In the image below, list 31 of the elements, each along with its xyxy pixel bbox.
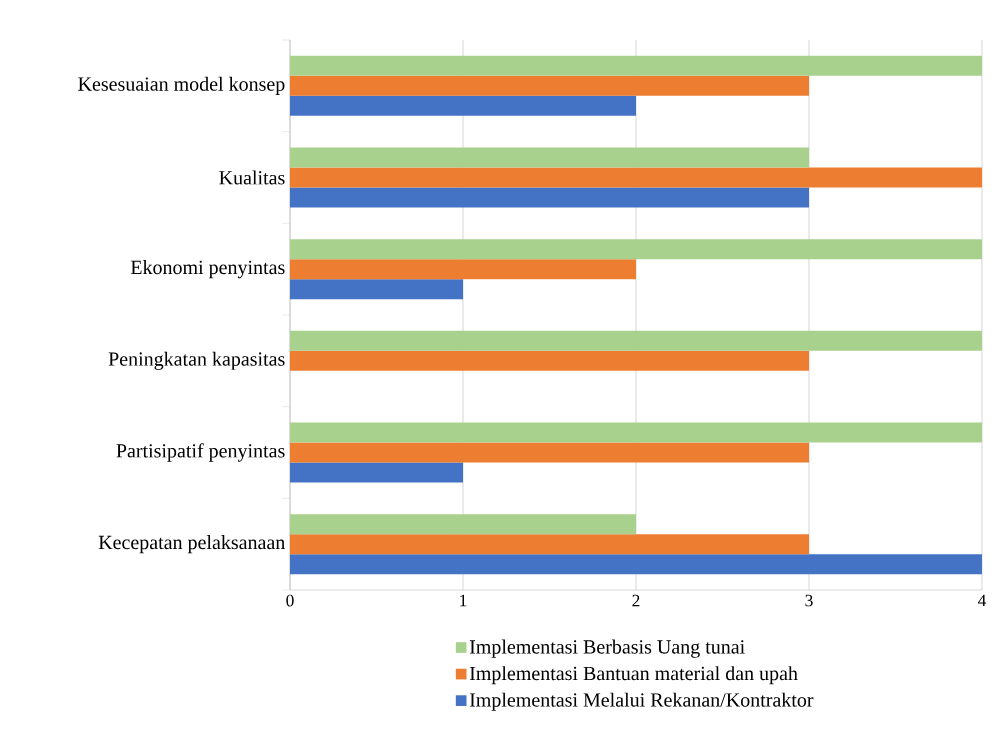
x-tick-label: 3 (805, 594, 813, 607)
bar (290, 75, 809, 96)
bar (290, 187, 809, 208)
legend-label: Implementasi Berbasis Uang tunai (469, 639, 745, 658)
y-tick-label: Kecepatan pelaksanaan (98, 535, 285, 554)
bar (290, 534, 809, 555)
x-tick-label: 1 (460, 594, 467, 607)
bar (290, 350, 809, 371)
legend-label: Implementasi Bantuan material dan upah (469, 666, 798, 685)
bar (290, 462, 463, 483)
bar (290, 259, 636, 280)
bar (290, 147, 809, 168)
bar (290, 554, 982, 575)
y-tick-label: Kesesuaian model konsep (78, 76, 285, 95)
y-tick-label: Peningkatan kapasitas (108, 351, 285, 370)
bar (290, 55, 982, 76)
x-tick-label: 0 (286, 594, 294, 607)
bar (290, 330, 982, 351)
bar (290, 279, 463, 300)
bar (290, 167, 982, 188)
bar (290, 239, 982, 260)
legend-label: Implementasi Melalui Rekanan/Kontraktor (469, 692, 814, 711)
bar (290, 95, 636, 116)
x-tick-label: 2 (632, 594, 640, 607)
bar (290, 442, 809, 463)
y-tick-label: Ekonomi penyintas (130, 260, 285, 279)
bar (290, 422, 982, 443)
y-tick-label: Kualitas (219, 170, 285, 185)
y-tick-label: Partisipatif penyintas (116, 443, 285, 462)
x-tick-label: 4 (977, 594, 987, 607)
bar (290, 514, 636, 535)
